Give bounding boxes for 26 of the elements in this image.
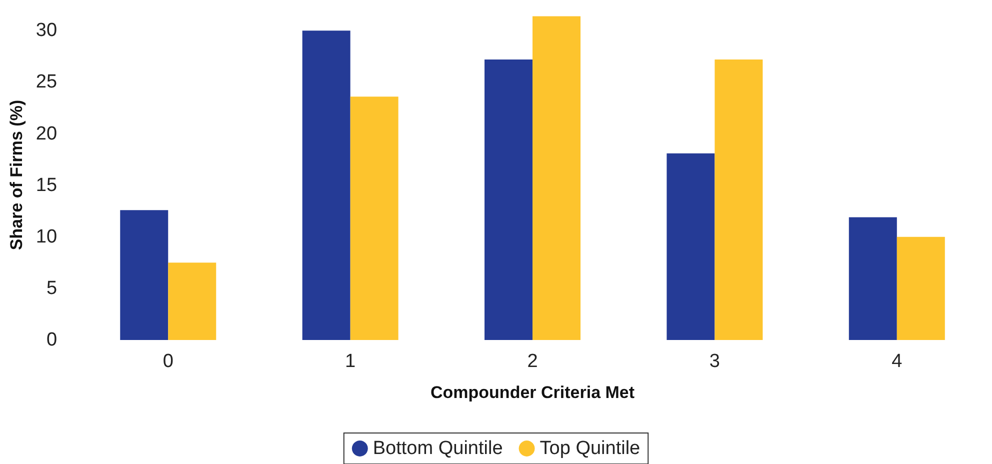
x-axis-title: Compounder Criteria Met xyxy=(430,383,635,402)
bar xyxy=(666,153,715,340)
x-tick-label: 1 xyxy=(345,351,356,372)
bar xyxy=(120,210,168,340)
bar xyxy=(350,96,398,340)
bar xyxy=(168,262,216,340)
legend-label: Top Quintile xyxy=(540,438,640,459)
legend-label: Bottom Quintile xyxy=(372,438,503,459)
y-tick-label: 15 xyxy=(36,174,58,196)
bar xyxy=(484,60,533,340)
y-tick-label: 20 xyxy=(36,123,58,144)
y-tick-label: 10 xyxy=(36,226,58,248)
bar xyxy=(848,217,897,340)
bar xyxy=(532,16,581,340)
y-tick-label: 0 xyxy=(46,330,58,350)
x-tick-label: 0 xyxy=(162,351,174,372)
x-tick-label: 2 xyxy=(527,351,538,372)
bar xyxy=(896,236,945,340)
y-axis-title: Share of Firms (%) xyxy=(7,100,26,250)
bar xyxy=(714,60,763,340)
x-tick-label: 3 xyxy=(709,351,720,372)
y-tick-label: 25 xyxy=(36,72,58,93)
y-tick-label: 5 xyxy=(46,278,58,299)
x-tick-label: 4 xyxy=(892,351,903,372)
bar xyxy=(302,30,350,340)
y-tick-label: 30 xyxy=(36,20,58,42)
